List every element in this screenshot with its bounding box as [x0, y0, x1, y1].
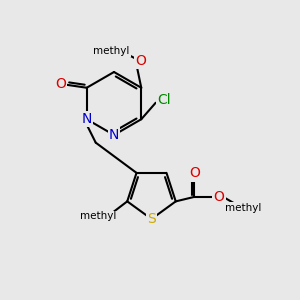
Text: methyl: methyl	[80, 212, 116, 221]
Text: Cl: Cl	[157, 93, 171, 107]
Text: O: O	[135, 54, 146, 68]
Text: O: O	[56, 77, 66, 91]
Text: S: S	[147, 212, 156, 226]
Text: O: O	[214, 190, 224, 204]
Text: O: O	[190, 167, 200, 181]
Text: N: N	[109, 128, 119, 142]
Text: N: N	[82, 112, 92, 126]
Text: methyl: methyl	[225, 203, 261, 213]
Text: methyl: methyl	[93, 46, 130, 56]
